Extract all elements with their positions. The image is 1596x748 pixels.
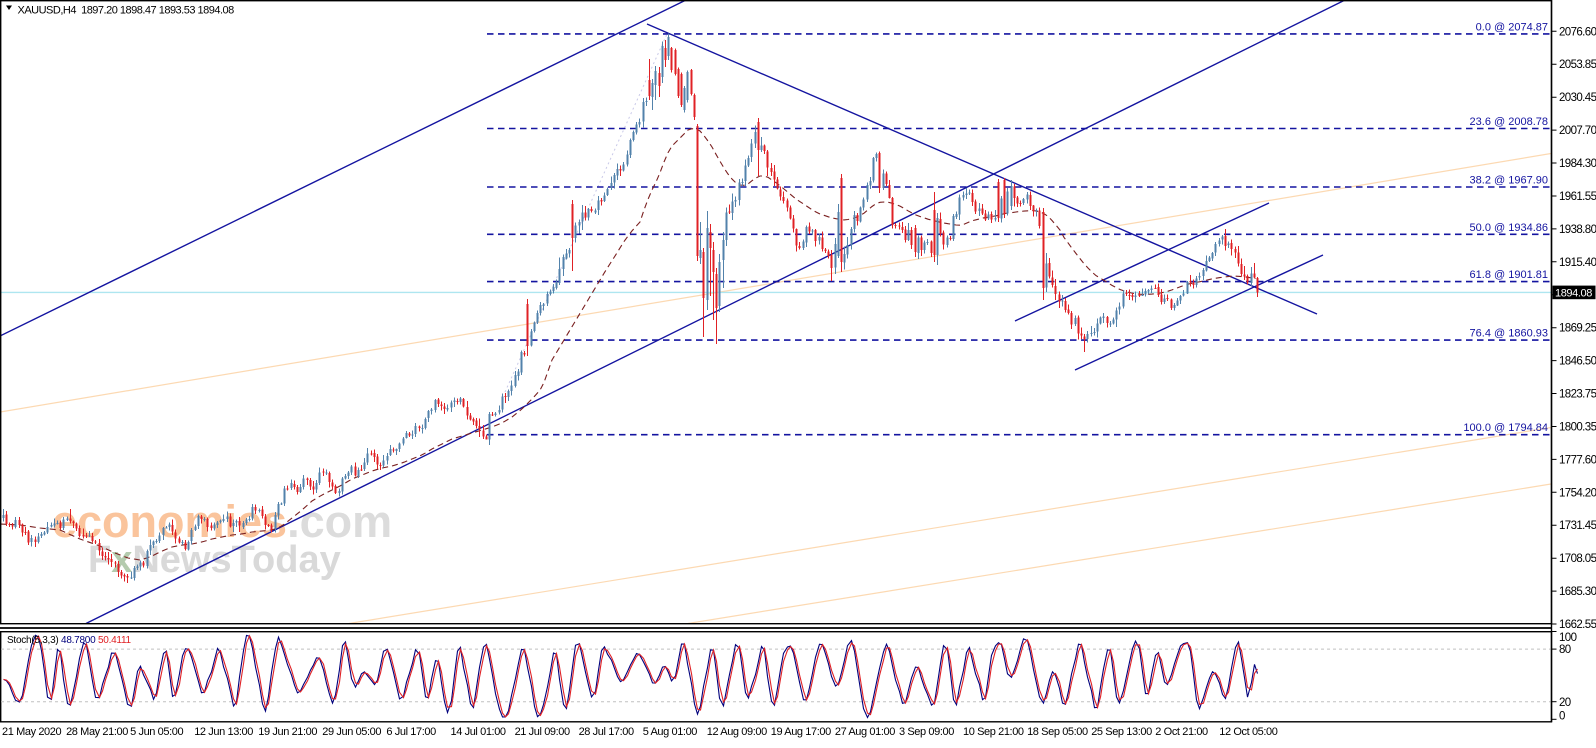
svg-text:2076.60: 2076.60 xyxy=(1559,26,1596,38)
svg-text:1961.55: 1961.55 xyxy=(1559,191,1596,203)
svg-text:1708.05: 1708.05 xyxy=(1559,553,1596,565)
svg-text:2053.85: 2053.85 xyxy=(1559,59,1596,71)
svg-text:80: 80 xyxy=(1559,644,1571,656)
svg-text:2007.70: 2007.70 xyxy=(1559,125,1596,137)
svg-text:1984.30: 1984.30 xyxy=(1559,158,1596,170)
svg-text:27 Aug 01:00: 27 Aug 01:00 xyxy=(835,726,895,738)
svg-text:1915.40: 1915.40 xyxy=(1559,257,1596,269)
svg-text:12 Oct 05:00: 12 Oct 05:00 xyxy=(1219,726,1277,738)
svg-text:23.6 @ 2008.78: 23.6 @ 2008.78 xyxy=(1470,116,1548,128)
svg-text:1846.50: 1846.50 xyxy=(1559,356,1596,368)
svg-text:1869.25: 1869.25 xyxy=(1559,323,1596,335)
svg-text:1731.45: 1731.45 xyxy=(1559,520,1596,532)
svg-text:1754.20: 1754.20 xyxy=(1559,487,1596,499)
svg-text:XAUUSD,H4 1897.20 1898.47 189: XAUUSD,H4 1897.20 1898.47 1893.53 1894.0… xyxy=(18,5,235,17)
svg-text:5 Aug 01:00: 5 Aug 01:00 xyxy=(643,726,698,738)
svg-text:38.2 @ 1967.90: 38.2 @ 1967.90 xyxy=(1470,175,1548,187)
svg-text:10 Sep 21:00: 10 Sep 21:00 xyxy=(963,726,1024,738)
svg-text:0: 0 xyxy=(1559,711,1565,723)
svg-text:1894.08: 1894.08 xyxy=(1555,287,1592,299)
svg-text:19 Jun 21:00: 19 Jun 21:00 xyxy=(258,726,317,738)
svg-text:Stoch(5,3,3) 48.7800 50.4111: Stoch(5,3,3) 48.7800 50.4111 xyxy=(7,635,132,646)
svg-text:1800.35: 1800.35 xyxy=(1559,422,1596,434)
svg-text:21 May 2020: 21 May 2020 xyxy=(2,726,61,738)
svg-text:12 Aug 09:00: 12 Aug 09:00 xyxy=(707,726,767,738)
svg-text:76.4 @ 1860.93: 76.4 @ 1860.93 xyxy=(1470,328,1548,340)
svg-text:6 Jul 17:00: 6 Jul 17:00 xyxy=(386,726,436,738)
svg-text:FxNewsToday: FxNewsToday xyxy=(88,539,341,581)
svg-text:28 May 21:00: 28 May 21:00 xyxy=(66,726,128,738)
svg-text:25 Sep 13:00: 25 Sep 13:00 xyxy=(1091,726,1152,738)
svg-text:0.0 @ 2074.87: 0.0 @ 2074.87 xyxy=(1476,21,1548,33)
svg-text:100: 100 xyxy=(1559,632,1577,644)
svg-text:12 Jun 13:00: 12 Jun 13:00 xyxy=(194,726,253,738)
svg-text:50.0 @ 1934.86: 50.0 @ 1934.86 xyxy=(1470,222,1548,234)
svg-text:29 Jun 05:00: 29 Jun 05:00 xyxy=(322,726,381,738)
svg-text:2030.45: 2030.45 xyxy=(1559,92,1596,104)
svg-text:28 Jul 17:00: 28 Jul 17:00 xyxy=(579,726,634,738)
svg-text:20: 20 xyxy=(1559,697,1571,709)
svg-text:1777.60: 1777.60 xyxy=(1559,454,1596,466)
svg-text:2 Oct 21:00: 2 Oct 21:00 xyxy=(1155,726,1208,738)
svg-text:100.0 @ 1794.84: 100.0 @ 1794.84 xyxy=(1463,422,1548,434)
svg-text:1823.75: 1823.75 xyxy=(1559,389,1596,401)
svg-text:19 Aug 17:00: 19 Aug 17:00 xyxy=(771,726,831,738)
svg-text:18 Sep 05:00: 18 Sep 05:00 xyxy=(1027,726,1088,738)
svg-text:5 Jun 05:00: 5 Jun 05:00 xyxy=(130,726,183,738)
svg-text:economies.com: economies.com xyxy=(52,496,392,547)
svg-text:3 Sep 09:00: 3 Sep 09:00 xyxy=(899,726,954,738)
svg-text:14 Jul 01:00: 14 Jul 01:00 xyxy=(451,726,506,738)
svg-text:1662.55: 1662.55 xyxy=(1559,619,1596,631)
svg-text:1938.80: 1938.80 xyxy=(1559,224,1596,236)
svg-text:1685.30: 1685.30 xyxy=(1559,586,1596,598)
svg-text:61.8 @ 1901.81: 61.8 @ 1901.81 xyxy=(1470,269,1548,281)
svg-text:21 Jul 09:00: 21 Jul 09:00 xyxy=(515,726,570,738)
